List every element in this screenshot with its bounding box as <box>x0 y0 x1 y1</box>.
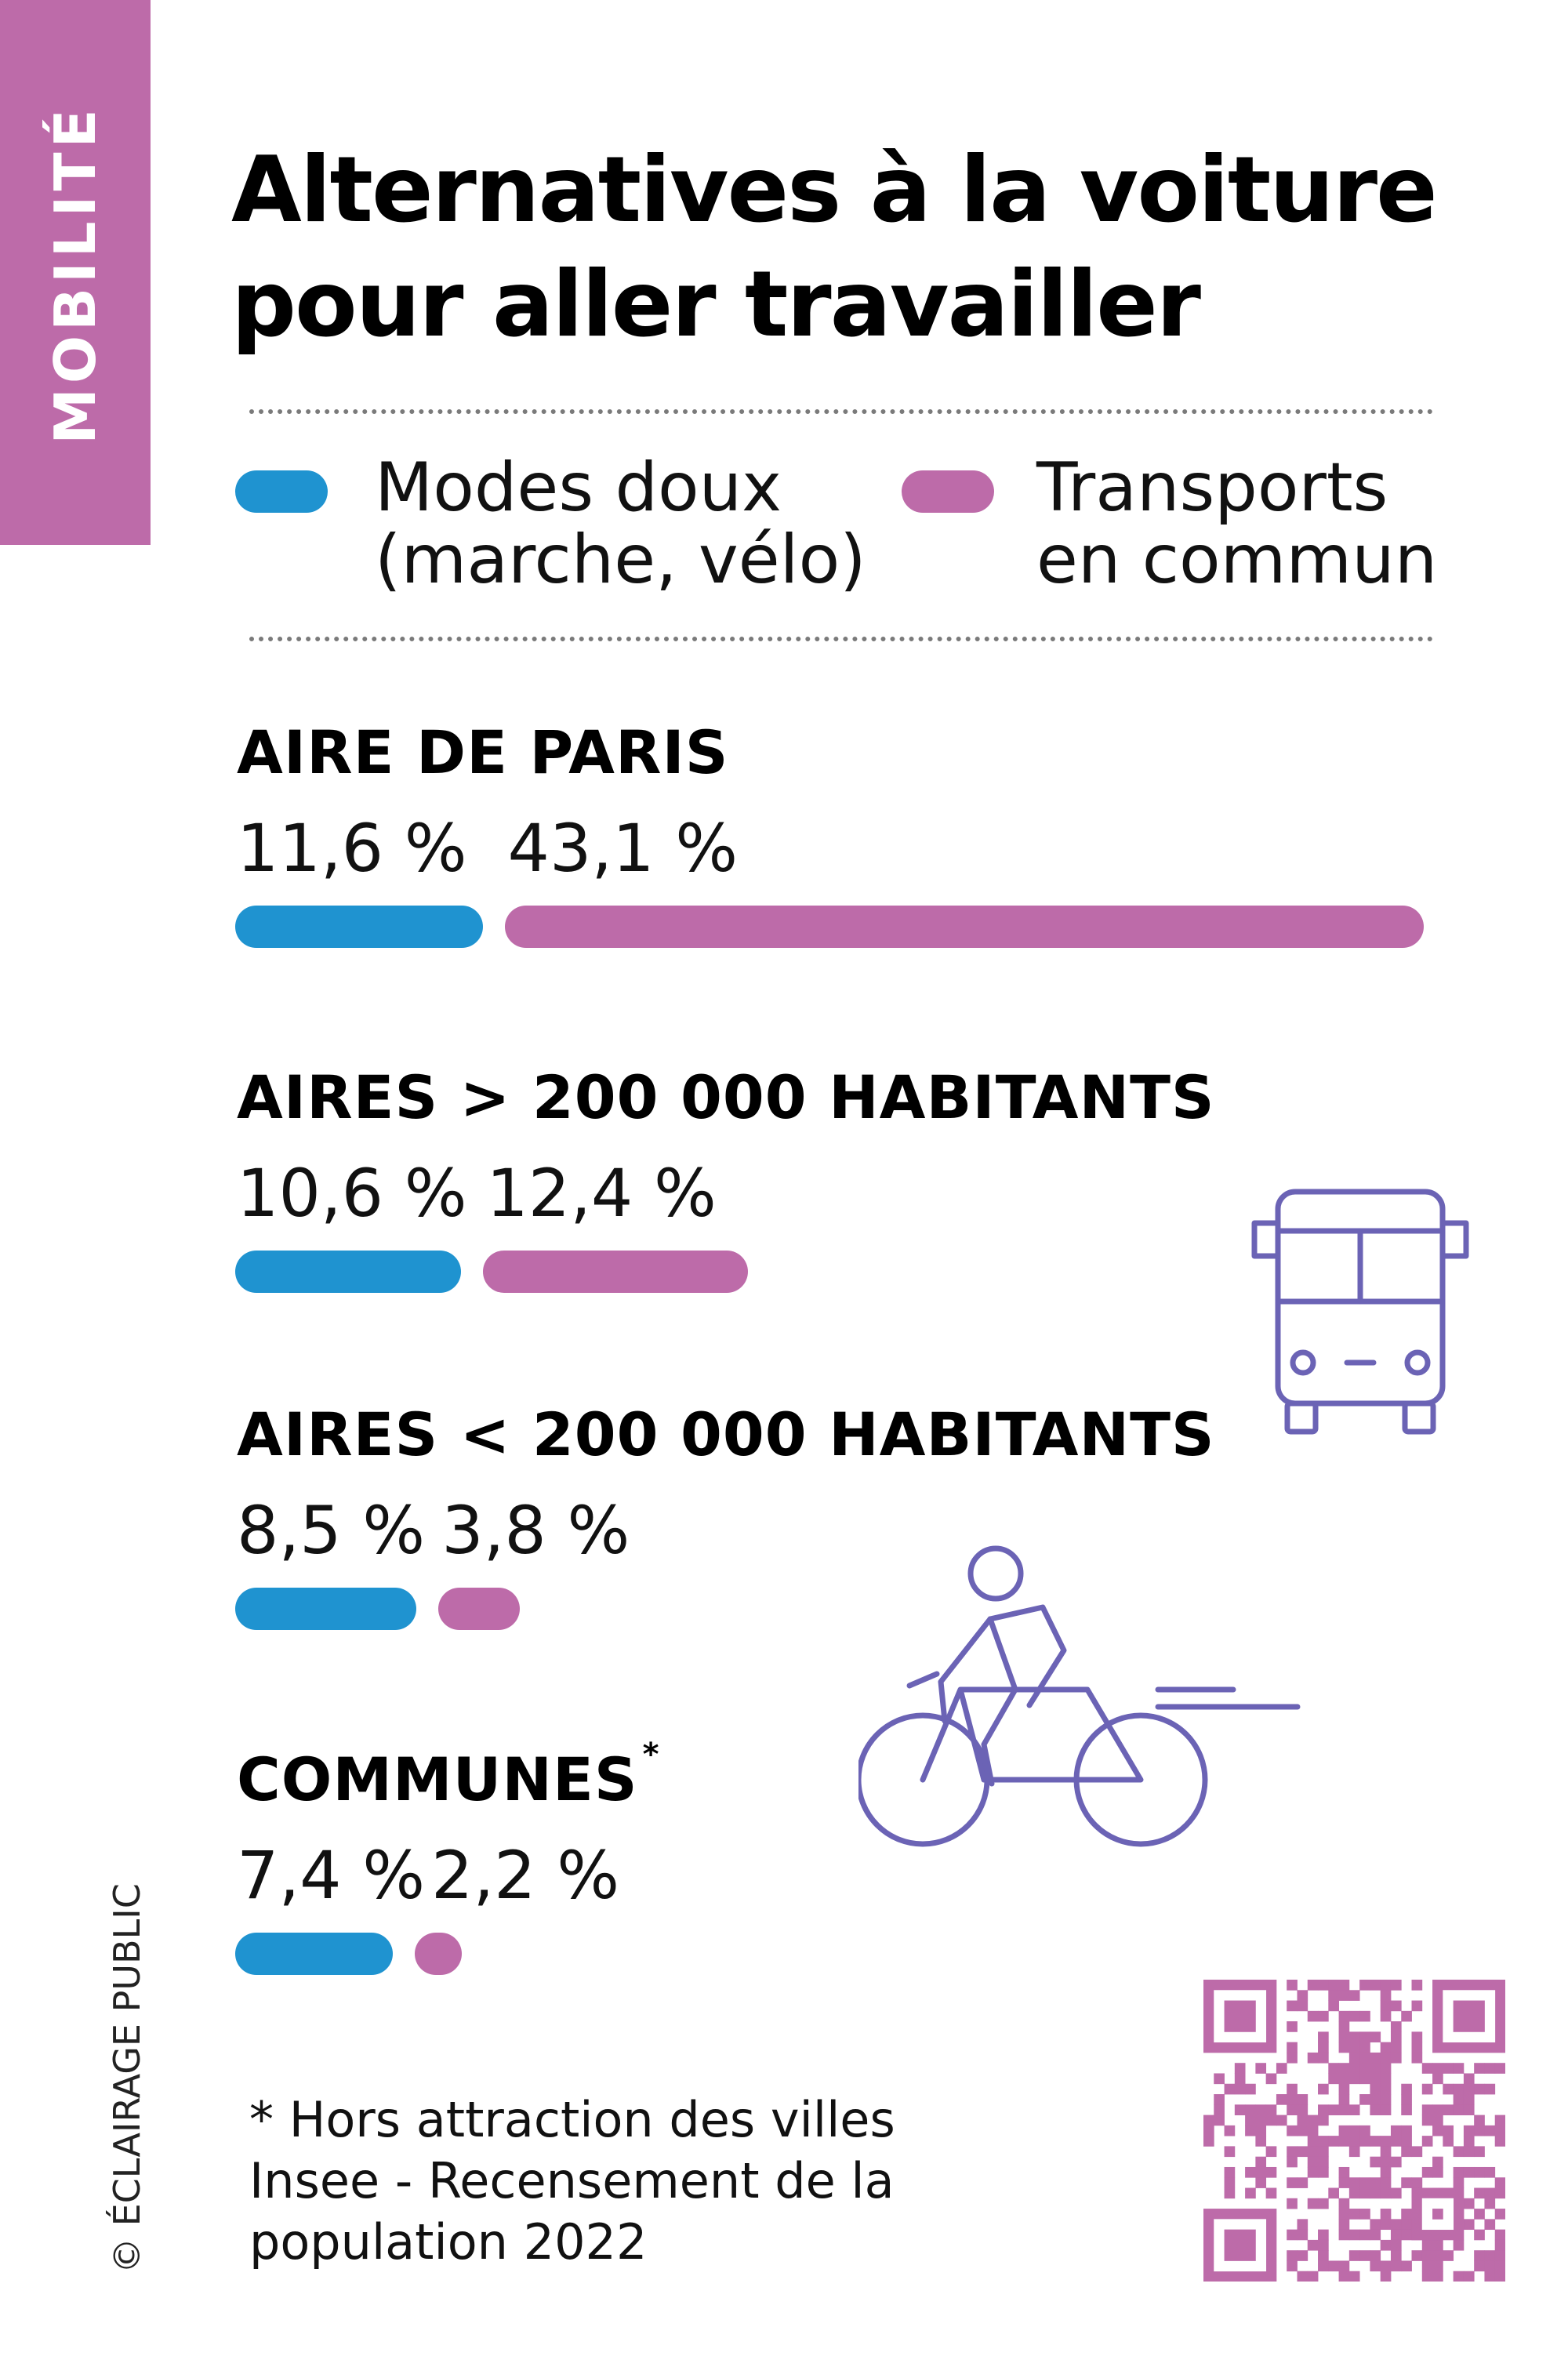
divider-top <box>249 409 1433 414</box>
value-label-transports: 12,4 % <box>486 1155 717 1232</box>
footnote-mark: * <box>642 1737 660 1773</box>
legend-label-modes-doux: Modes doux (marche, vélo) <box>375 448 866 599</box>
bar-modes-doux <box>235 1251 462 1293</box>
value-label-modes-doux: 11,6 % <box>237 810 467 887</box>
footnote-line-1: * Hors attraction des villes <box>249 2091 895 2148</box>
divider-bottom <box>249 637 1433 641</box>
page-title: Alternatives à la voiture pour aller tra… <box>231 133 1438 362</box>
cyclist-icon <box>858 1545 1301 1847</box>
footnote: * Hors attraction des villes Insee - Rec… <box>249 2089 895 2273</box>
footnote-line-2: Insee - Recensement de la <box>249 2152 895 2209</box>
bar-transports <box>504 906 1424 948</box>
bar-modes-doux <box>235 1933 394 1975</box>
value-label-modes-doux: 10,6 % <box>237 1155 467 1232</box>
value-label-transports: 3,8 % <box>441 1492 630 1569</box>
legend-swatch-modes-doux <box>235 470 328 513</box>
legend-label-transports: Transports en commun <box>1036 448 1438 599</box>
value-label-modes-doux: 7,4 % <box>237 1837 426 1914</box>
title-line-1: Alternatives à la voiture <box>231 137 1438 243</box>
category-label: AIRES > 200 000 HABITANTS <box>237 1062 1215 1132</box>
value-label-transports: 43,1 % <box>507 810 739 887</box>
category-label: AIRE DE PARIS <box>237 717 729 787</box>
bar-transports <box>438 1588 520 1630</box>
copyright: © ÉCLAIRAGE PUBLIC <box>106 1883 148 2274</box>
category-tab: MOBILITÉ <box>0 0 151 545</box>
legend-swatch-transports <box>902 470 994 513</box>
value-label-modes-doux: 8,5 % <box>237 1492 426 1569</box>
bar-transports <box>415 1933 463 1975</box>
category-label: COMMUNES * <box>237 1737 660 1814</box>
qr-code[interactable] <box>1203 1980 1505 2282</box>
title-line-2: pour aller travailler <box>231 252 1201 358</box>
footnote-line-3: population 2022 <box>249 2213 648 2271</box>
bar-transports <box>483 1251 748 1293</box>
category-label: AIRES < 200 000 HABITANTS <box>237 1399 1215 1469</box>
category-label: MOBILITÉ <box>42 104 108 445</box>
value-label-transports: 2,2 % <box>431 1837 620 1914</box>
bus-icon <box>1251 1189 1469 1435</box>
bar-modes-doux <box>235 1588 417 1630</box>
bar-modes-doux <box>235 906 483 948</box>
